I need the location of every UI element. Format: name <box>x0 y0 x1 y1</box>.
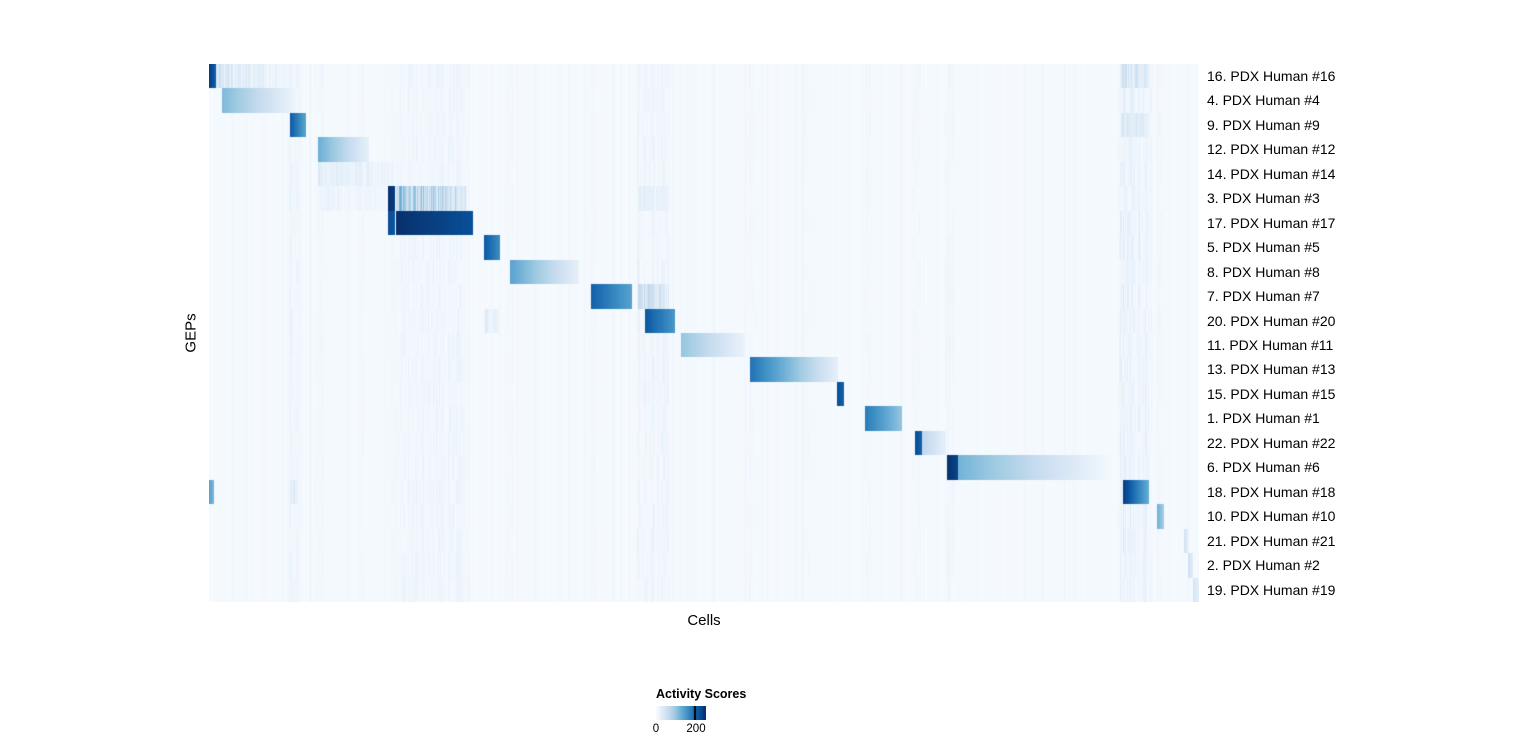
row-label: 3. PDX Human #3 <box>1207 190 1320 207</box>
row-label: 16. PDX Human #16 <box>1207 68 1336 84</box>
row-label: 7. PDX Human #7 <box>1207 288 1320 305</box>
row-label: 10. PDX Human #10 <box>1207 508 1336 525</box>
row-label: 20. PDX Human #20 <box>1207 312 1336 329</box>
row-label: 2. PDX Human #2 <box>1207 557 1320 574</box>
legend: Activity Scores 0 200 <box>652 687 747 736</box>
row-label: 9. PDX Human #9 <box>1207 116 1320 133</box>
row-label: 18. PDX Human #18 <box>1207 483 1336 500</box>
legend-tick-labels: 0 200 <box>652 723 706 736</box>
row-labels: 16. PDX Human #16 4. PDX Human #4 9. PDX H… <box>1207 64 1335 602</box>
row-label: 22. PDX Human #22 <box>1207 434 1336 451</box>
row-label: 14. PDX Human #14 <box>1207 165 1336 182</box>
row-label: 17. PDX Human #17 <box>1207 214 1336 231</box>
legend-tick-label: 200 <box>686 723 706 735</box>
row-label: 11. PDX Human #11 <box>1207 336 1334 353</box>
row-label: 12. PDX Human #12 <box>1207 141 1336 158</box>
row-label: 8. PDX Human #8 <box>1207 263 1320 280</box>
row-label: 6. PDX Human #6 <box>1207 459 1320 476</box>
row-label: 4. PDX Human #4 <box>1207 92 1320 109</box>
legend-colorbar <box>656 706 706 720</box>
row-label: 1. PDX Human #1 <box>1207 410 1320 427</box>
row-label: 13. PDX Human #13 <box>1207 361 1336 378</box>
row-label: 5. PDX Human #5 <box>1207 239 1320 256</box>
row-label: 19. PDX Human #19 <box>1207 581 1336 598</box>
row-label: 21. PDX Human #21 <box>1207 532 1336 549</box>
legend-tick-label: 0 <box>652 723 660 735</box>
heatmap-canvas <box>209 64 1199 602</box>
row-label: 15. PDX Human #15 <box>1207 385 1336 402</box>
x-axis-label: Cells <box>687 612 721 629</box>
legend-title: Activity Scores <box>656 687 747 701</box>
y-axis-label: GEPs <box>182 313 200 353</box>
